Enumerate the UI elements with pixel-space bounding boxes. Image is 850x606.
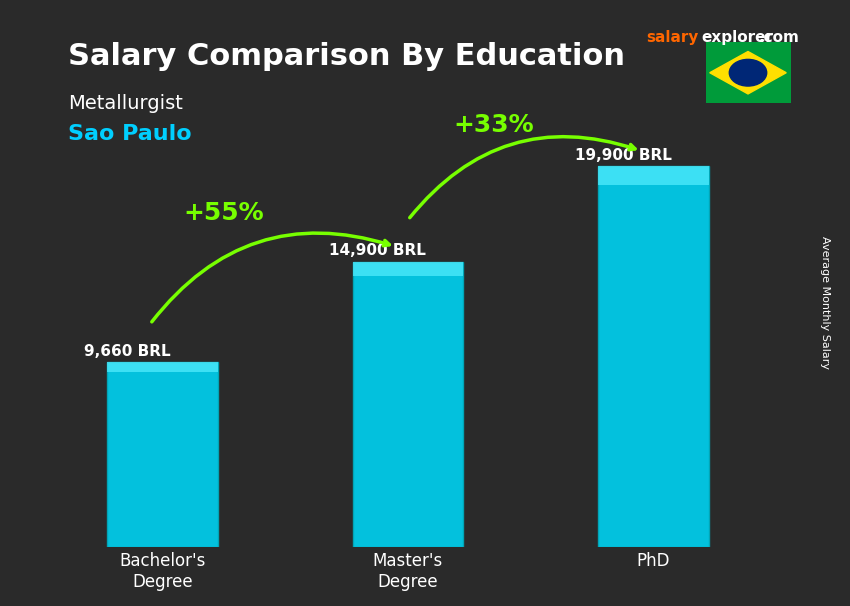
Text: +55%: +55%: [184, 201, 264, 225]
Text: Salary Comparison By Education: Salary Comparison By Education: [68, 42, 625, 72]
Bar: [353, 262, 463, 276]
Bar: [598, 166, 709, 185]
Text: .com: .com: [758, 30, 799, 45]
Circle shape: [729, 59, 767, 86]
Bar: [107, 362, 218, 547]
Bar: [598, 166, 709, 547]
Bar: [107, 362, 218, 371]
Text: salary: salary: [646, 30, 699, 45]
Text: 9,660 BRL: 9,660 BRL: [84, 344, 170, 359]
Text: Metallurgist: Metallurgist: [68, 94, 183, 113]
Text: explorer: explorer: [701, 30, 774, 45]
Text: +33%: +33%: [454, 113, 535, 137]
Bar: [353, 262, 463, 547]
Text: 14,900 BRL: 14,900 BRL: [330, 243, 426, 258]
Text: Average Monthly Salary: Average Monthly Salary: [819, 236, 830, 370]
Text: Sao Paulo: Sao Paulo: [68, 124, 191, 144]
Text: 19,900 BRL: 19,900 BRL: [575, 147, 672, 162]
Polygon shape: [710, 52, 786, 94]
